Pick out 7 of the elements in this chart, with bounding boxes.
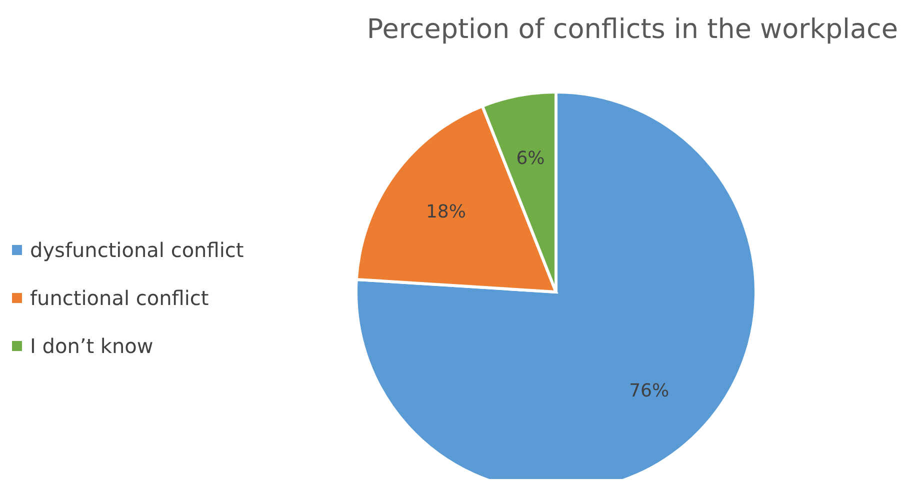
legend-label: I don’t know <box>30 333 154 360</box>
legend-label: dysfunctional conflict <box>30 237 244 264</box>
data-label: 76% <box>629 380 670 402</box>
data-label: 18% <box>426 202 466 223</box>
data-label: 6% <box>516 148 545 169</box>
chart-title: Perception of conflicts in the workplace <box>366 14 898 45</box>
legend-label: functional conflict <box>30 285 209 312</box>
